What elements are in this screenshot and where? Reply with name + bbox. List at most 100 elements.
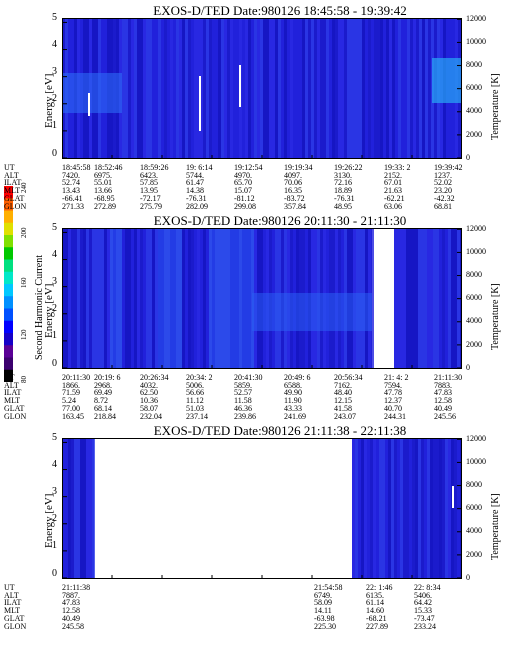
- orbit-value: 7162.: [334, 380, 352, 390]
- data-column: [248, 228, 251, 369]
- data-column: [448, 228, 451, 369]
- data-column: [416, 18, 419, 159]
- y-tick-label: 3: [52, 66, 57, 78]
- colorbar: [4, 186, 13, 383]
- orbit-value: 8.72: [94, 396, 108, 406]
- orbit-value: 4032.: [140, 380, 158, 390]
- orbit-value: 20:56:34: [334, 373, 363, 382]
- data-column: [439, 438, 442, 579]
- colorbar-swatch: [4, 259, 13, 273]
- data-column: [430, 438, 433, 579]
- data-column: [397, 228, 400, 369]
- data-column: [353, 18, 356, 159]
- orbit-value: 3130.: [334, 170, 352, 180]
- y-tick-label: 4: [52, 459, 57, 471]
- orbit-value: 241.69: [284, 411, 306, 421]
- orbit-value: 299.08: [234, 201, 256, 211]
- orbit-value: 243.07: [334, 411, 356, 421]
- data-column: [95, 228, 98, 369]
- y-tick-label: 1: [52, 120, 57, 132]
- colorbar-gradient: [4, 186, 13, 383]
- data-column: [394, 228, 397, 369]
- data-column: [400, 438, 403, 579]
- data-column: [197, 228, 200, 369]
- data-column: [269, 18, 272, 159]
- data-column: [179, 18, 182, 159]
- data-column: [158, 228, 161, 369]
- data-column: [299, 18, 302, 159]
- y2-tick-label: 4000: [466, 526, 482, 536]
- orbit-value: 52.57: [234, 388, 252, 398]
- data-column: [317, 18, 320, 159]
- data-column: [212, 18, 215, 159]
- data-column: [146, 228, 149, 369]
- data-column: [161, 18, 164, 159]
- data-column: [140, 228, 143, 369]
- data-column: [98, 228, 101, 369]
- orbit-value: -76.31: [334, 193, 355, 203]
- colorbar-swatch: [4, 320, 13, 334]
- colorbar-swatch: [4, 235, 13, 248]
- data-column: [430, 228, 433, 369]
- data-column: [107, 228, 110, 369]
- data-column: [68, 438, 71, 579]
- data-column: [74, 438, 77, 579]
- data-column: [323, 18, 326, 159]
- data-column: [227, 228, 230, 369]
- orbit-value: 12.58: [62, 606, 80, 616]
- orbit-value: 6423.: [140, 170, 158, 180]
- orbit-value: 19:33: 2: [384, 163, 411, 172]
- data-column: [86, 228, 89, 369]
- data-column: [409, 228, 412, 369]
- data-column: [167, 18, 170, 159]
- y2-tick-label: 2000: [466, 549, 482, 559]
- data-column: [86, 438, 89, 579]
- orbit-value: 244.31: [384, 411, 406, 421]
- orbit-value: 19:19:34: [284, 163, 313, 172]
- data-column: [173, 228, 176, 369]
- colorbar-tick: 80: [20, 376, 28, 383]
- data-column: [260, 18, 263, 159]
- y2-axis-label: Temperature [K]: [490, 493, 501, 560]
- orbit-value: -83.72: [284, 193, 305, 203]
- orbit-value: 58.07: [140, 403, 158, 413]
- data-column: [436, 438, 439, 579]
- orbit-value: 11.58: [234, 396, 252, 406]
- data-column: [242, 18, 245, 159]
- orbit-row-label: GLAT: [4, 613, 25, 623]
- orbit-value: 282.09: [186, 201, 208, 211]
- data-column: [92, 228, 95, 369]
- data-column: [182, 228, 185, 369]
- orbit-value: 49.90: [284, 388, 302, 398]
- y-tick-label: 2: [52, 303, 57, 315]
- orbit-value: 48.95: [334, 201, 352, 211]
- orbit-row-label: ILAT: [4, 388, 22, 398]
- orbit-value: 41.58: [334, 403, 352, 413]
- orbit-value: 14.60: [366, 606, 384, 616]
- orbit-row-label: GLON: [4, 411, 27, 421]
- data-column: [424, 438, 427, 579]
- data-column: [197, 18, 200, 159]
- panel-3-title: EXOS-D/TED Date:980126 21:11:38 - 22:11:…: [153, 423, 407, 438]
- data-column: [395, 18, 398, 159]
- orbit-value: 245.56: [434, 411, 456, 421]
- data-column: [191, 228, 194, 369]
- data-column: [263, 18, 266, 159]
- orbit-value: 20:19: 6: [94, 373, 121, 382]
- data-column: [83, 228, 86, 369]
- colorbar-swatch: [4, 345, 13, 358]
- data-column: [406, 228, 409, 369]
- data-column: [404, 18, 407, 159]
- data-column: [371, 18, 374, 159]
- orbit-row-label: ALT: [4, 590, 19, 600]
- data-column: [164, 228, 167, 369]
- orbit-value: 18:59:26: [140, 163, 169, 172]
- orbit-value: 22: 1:46: [366, 583, 393, 592]
- data-column: [377, 18, 380, 159]
- data-column: [367, 438, 370, 579]
- orbit-value: 6588.: [284, 380, 302, 390]
- data-column: [364, 438, 367, 579]
- data-column: [305, 18, 308, 159]
- orbit-value: 20:41:30: [234, 373, 263, 382]
- data-column: [401, 18, 404, 159]
